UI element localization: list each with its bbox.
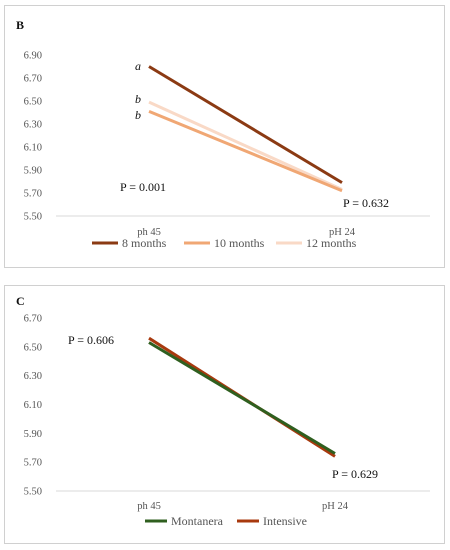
y-tick-label: 6.70 bbox=[24, 74, 42, 85]
p-value-annotation: P = 0.001 bbox=[120, 180, 166, 194]
x-tick-label: ph 45 bbox=[137, 501, 161, 512]
y-tick-label: 6.50 bbox=[24, 342, 42, 353]
y-tick-label: 5.50 bbox=[24, 212, 42, 223]
y-tick-label: 5.90 bbox=[24, 166, 42, 177]
panel-c-plot: 6.70 6.50 6.30 6.10 5.90 5.70 5.50 ph 45 pH 24 P … bbox=[24, 314, 430, 528]
legend-label: Montanera bbox=[171, 514, 224, 528]
panel-b-frame bbox=[4, 5, 445, 268]
y-tick-label: 6.50 bbox=[24, 97, 42, 108]
panel-c-letter: C bbox=[16, 294, 25, 308]
y-tick-label: 6.10 bbox=[24, 400, 42, 411]
series-line-8-months bbox=[148, 65, 343, 184]
panel-b-plot: 6.90 6.70 6.50 6.30 6.10 5.90 5.70 5.50 ph 45 pH … bbox=[24, 51, 430, 250]
group-letter: a bbox=[135, 59, 141, 73]
y-tick-label: 5.90 bbox=[24, 429, 42, 440]
legend-label: Intensive bbox=[263, 514, 307, 528]
y-tick-label: 6.10 bbox=[24, 143, 42, 154]
series-line-montanera bbox=[148, 341, 336, 455]
p-value-annotation: P = 0.606 bbox=[68, 333, 114, 347]
y-tick-label: 6.70 bbox=[24, 314, 42, 325]
legend-label: 12 months bbox=[306, 236, 357, 250]
p-value-annotation: P = 0.629 bbox=[332, 467, 378, 481]
x-tick-label: pH 24 bbox=[329, 227, 356, 238]
y-tick-label: 6.30 bbox=[24, 371, 42, 382]
series-line-12-months bbox=[148, 100, 343, 191]
legend-label: 8 months bbox=[122, 236, 167, 250]
panel-b-letter: B bbox=[16, 18, 24, 32]
y-tick-label: 5.70 bbox=[24, 458, 42, 469]
y-tick-label: 5.70 bbox=[24, 189, 42, 200]
p-value-annotation: P = 0.632 bbox=[343, 196, 389, 210]
y-tick-label: 6.90 bbox=[24, 51, 42, 62]
panel-c-frame bbox=[4, 285, 445, 544]
x-tick-label: ph 45 bbox=[137, 227, 161, 238]
series-line-10-months bbox=[148, 109, 343, 193]
legend-label: 10 months bbox=[214, 236, 265, 250]
y-tick-label: 5.50 bbox=[24, 487, 42, 498]
group-letter: b bbox=[135, 108, 141, 122]
y-tick-label: 6.30 bbox=[24, 120, 42, 131]
x-tick-label: pH 24 bbox=[322, 501, 349, 512]
group-letter: b bbox=[135, 92, 141, 106]
